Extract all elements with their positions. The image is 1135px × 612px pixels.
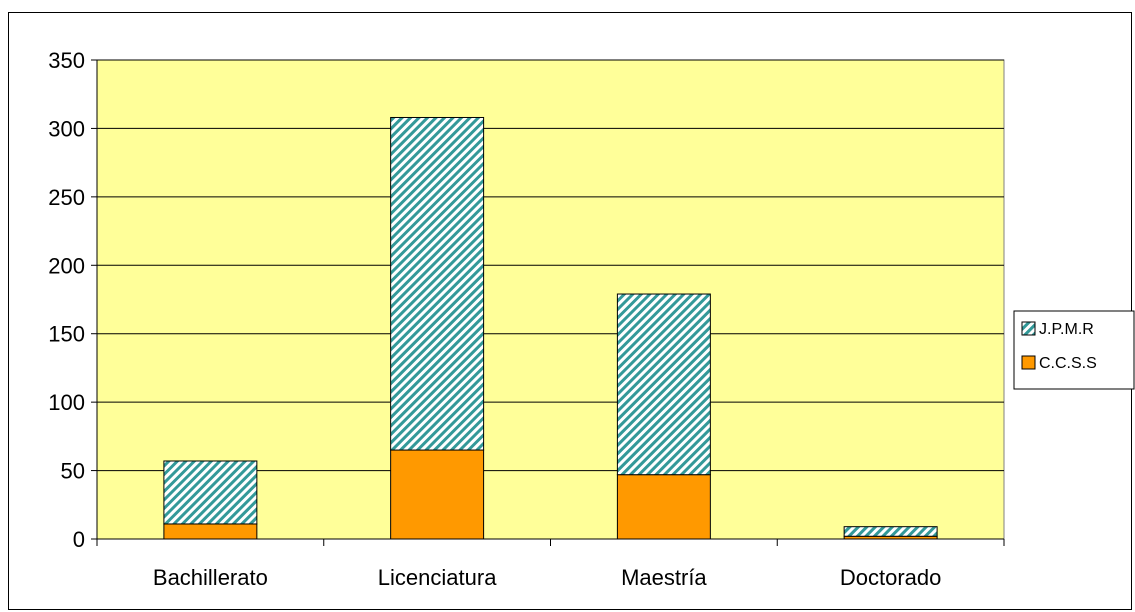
bar-jpmr-3 bbox=[843, 526, 938, 537]
legend-label: J.P.M.R bbox=[1039, 321, 1094, 338]
y-tick-label: 100 bbox=[48, 390, 85, 415]
y-tick-label: 350 bbox=[48, 48, 85, 73]
x-category-label: Bachillerato bbox=[153, 565, 268, 590]
y-tick-label: 250 bbox=[48, 185, 85, 210]
y-tick-label: 50 bbox=[61, 459, 85, 484]
y-tick-label: 200 bbox=[48, 253, 85, 278]
bar-jpmr-1 bbox=[390, 116, 485, 451]
legend-label: C.C.S.S bbox=[1039, 355, 1097, 372]
bar-jpmr-0 bbox=[163, 460, 258, 525]
y-tick-label: 150 bbox=[48, 322, 85, 347]
legend-swatch-jpmr bbox=[1021, 321, 1036, 336]
x-category-label: Doctorado bbox=[840, 565, 942, 590]
bar-ccss-1 bbox=[390, 449, 485, 540]
x-category-label: Maestría bbox=[621, 565, 707, 590]
y-tick-label: 0 bbox=[73, 527, 85, 552]
bar-jpmr-2 bbox=[616, 293, 711, 476]
bar-ccss-0 bbox=[163, 523, 258, 540]
bar-ccss-2 bbox=[616, 474, 711, 540]
legend-swatch-ccss bbox=[1021, 355, 1036, 370]
y-tick-label: 300 bbox=[48, 116, 85, 141]
plot-area bbox=[96, 59, 1005, 540]
x-category-label: Licenciatura bbox=[378, 565, 497, 590]
